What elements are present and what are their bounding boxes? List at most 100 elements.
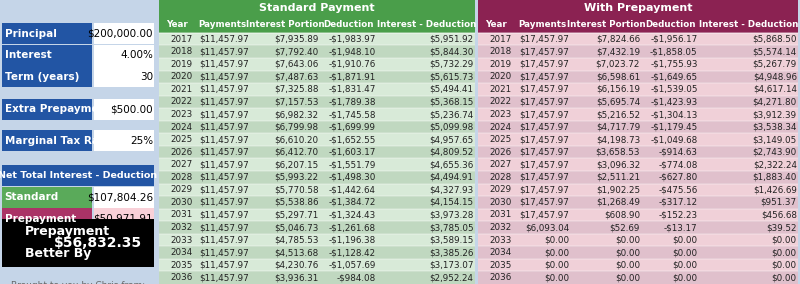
Bar — [94, 130, 154, 151]
Text: $52.69: $52.69 — [610, 223, 640, 232]
Text: $0.00: $0.00 — [673, 273, 698, 282]
Text: $5,844.30: $5,844.30 — [430, 47, 474, 56]
Text: $3,385.26: $3,385.26 — [430, 248, 474, 257]
Bar — [159, 221, 475, 234]
Text: 25%: 25% — [130, 136, 153, 146]
Text: -$914.63: -$914.63 — [658, 148, 698, 157]
Text: $2,322.24: $2,322.24 — [753, 160, 797, 169]
Text: 2029: 2029 — [170, 185, 192, 194]
Text: $39.52: $39.52 — [766, 223, 797, 232]
Text: $0.00: $0.00 — [772, 273, 797, 282]
Text: $4,948.96: $4,948.96 — [753, 72, 797, 82]
Text: $0.00: $0.00 — [673, 261, 698, 270]
Text: $5,770.58: $5,770.58 — [274, 185, 318, 194]
Bar — [478, 234, 798, 246]
Text: $5,046.73: $5,046.73 — [274, 223, 318, 232]
Text: Prepayment: Prepayment — [25, 225, 110, 238]
Text: $3,785.05: $3,785.05 — [429, 223, 474, 232]
Text: 2031: 2031 — [170, 210, 192, 220]
Text: -$1,049.68: -$1,049.68 — [650, 135, 698, 144]
Text: $5,099.98: $5,099.98 — [430, 123, 474, 131]
Text: 2026: 2026 — [170, 148, 192, 157]
Text: $17,457.97: $17,457.97 — [520, 60, 570, 69]
Text: $11,457.97: $11,457.97 — [199, 173, 250, 182]
Text: 2031: 2031 — [490, 210, 512, 220]
Bar — [478, 133, 798, 146]
Bar — [159, 209, 475, 221]
Text: $11,457.97: $11,457.97 — [199, 210, 250, 220]
Text: $11,457.97: $11,457.97 — [199, 198, 250, 207]
Text: -$1,858.05: -$1,858.05 — [650, 47, 698, 56]
Text: $3,173.07: $3,173.07 — [429, 261, 474, 270]
Text: $11,457.97: $11,457.97 — [199, 110, 250, 119]
Text: $17,457.97: $17,457.97 — [520, 135, 570, 144]
Text: $0.00: $0.00 — [673, 248, 698, 257]
Text: 2018: 2018 — [490, 47, 512, 56]
Text: $17,457.97: $17,457.97 — [520, 123, 570, 131]
Text: $1,902.25: $1,902.25 — [596, 185, 640, 194]
Bar — [2, 99, 92, 120]
Text: $5,494.41: $5,494.41 — [430, 85, 474, 94]
Text: Term (years): Term (years) — [5, 72, 79, 82]
Bar — [159, 196, 475, 209]
Text: Payments: Payments — [518, 20, 566, 29]
Text: $0.00: $0.00 — [615, 235, 640, 245]
Text: Interest - Deduction: Interest - Deduction — [377, 20, 476, 29]
Bar — [159, 16, 475, 33]
Text: $17,457.97: $17,457.97 — [520, 72, 570, 82]
Text: 2028: 2028 — [490, 173, 512, 182]
Text: $17,457.97: $17,457.97 — [520, 47, 570, 56]
Text: 2023: 2023 — [490, 110, 512, 119]
Text: -$1,789.38: -$1,789.38 — [328, 97, 376, 106]
Bar — [159, 259, 475, 272]
Text: -$1,652.55: -$1,652.55 — [328, 135, 376, 144]
Text: $1,268.49: $1,268.49 — [596, 198, 640, 207]
Text: 2027: 2027 — [170, 160, 192, 169]
Text: 2026: 2026 — [490, 148, 512, 157]
Text: $4,513.68: $4,513.68 — [274, 248, 318, 257]
Text: $4,271.80: $4,271.80 — [753, 97, 797, 106]
Text: 2033: 2033 — [490, 235, 512, 245]
Text: -$1,423.93: -$1,423.93 — [650, 97, 698, 106]
Text: -$317.12: -$317.12 — [658, 198, 698, 207]
Text: $7,157.53: $7,157.53 — [274, 97, 318, 106]
Bar — [478, 259, 798, 272]
Text: $4,327.93: $4,327.93 — [430, 185, 474, 194]
Bar — [478, 96, 798, 108]
Text: -$1,324.43: -$1,324.43 — [329, 210, 376, 220]
Text: $5,732.29: $5,732.29 — [430, 60, 474, 69]
Text: $17,457.97: $17,457.97 — [520, 110, 570, 119]
Text: $7,487.63: $7,487.63 — [274, 72, 318, 82]
Text: $7,325.88: $7,325.88 — [274, 85, 318, 94]
Bar — [478, 272, 798, 284]
Bar — [478, 221, 798, 234]
Text: $4,198.73: $4,198.73 — [596, 135, 640, 144]
Text: $17,457.97: $17,457.97 — [520, 185, 570, 194]
Text: Interest - Deduction: Interest - Deduction — [699, 20, 798, 29]
Text: $4,494.91: $4,494.91 — [430, 173, 474, 182]
Bar — [2, 165, 154, 186]
Bar — [159, 272, 475, 284]
Text: 2020: 2020 — [490, 72, 512, 82]
Text: $3,149.05: $3,149.05 — [753, 135, 797, 144]
Bar — [159, 234, 475, 246]
Text: $0.00: $0.00 — [772, 248, 797, 257]
Bar — [159, 45, 475, 58]
Bar — [478, 83, 798, 96]
Text: $5,695.74: $5,695.74 — [596, 97, 640, 106]
Text: Better By: Better By — [25, 247, 91, 260]
Text: -$1,603.17: -$1,603.17 — [328, 148, 376, 157]
Text: $11,457.97: $11,457.97 — [199, 72, 250, 82]
Text: $5,538.86: $5,538.86 — [274, 198, 318, 207]
Text: -$1,956.17: -$1,956.17 — [650, 35, 698, 44]
Text: 2021: 2021 — [170, 85, 192, 94]
Text: Deduction: Deduction — [323, 20, 374, 29]
Text: $0.00: $0.00 — [615, 248, 640, 257]
Text: $5,236.74: $5,236.74 — [430, 110, 474, 119]
Text: 2027: 2027 — [490, 160, 512, 169]
Text: 2034: 2034 — [170, 248, 192, 257]
Text: -$475.56: -$475.56 — [658, 185, 698, 194]
Text: $5,216.52: $5,216.52 — [596, 110, 640, 119]
Text: $0.00: $0.00 — [545, 261, 570, 270]
Bar — [159, 83, 475, 96]
